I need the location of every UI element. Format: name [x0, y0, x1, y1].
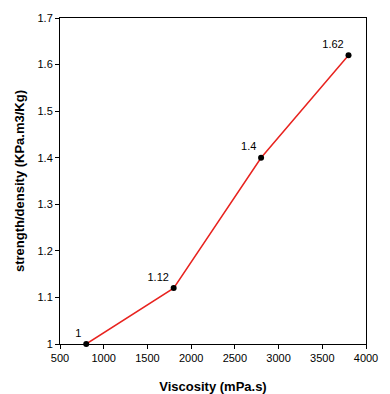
svg-text:1.2: 1.2	[38, 245, 53, 257]
svg-text:1.62: 1.62	[322, 38, 343, 50]
svg-text:3000: 3000	[266, 352, 290, 364]
svg-text:1500: 1500	[135, 352, 159, 364]
svg-text:500: 500	[51, 352, 69, 364]
svg-text:4000: 4000	[354, 352, 378, 364]
svg-text:2000: 2000	[179, 352, 203, 364]
svg-text:1.5: 1.5	[38, 105, 53, 117]
svg-text:Viscosity (mPa.s): Viscosity (mPa.s)	[159, 379, 266, 394]
svg-text:1.4: 1.4	[38, 152, 53, 164]
svg-text:3500: 3500	[310, 352, 334, 364]
svg-text:strength/density (KPa.m3/Kg): strength/density (KPa.m3/Kg)	[12, 90, 27, 272]
svg-text:1: 1	[47, 338, 53, 350]
svg-text:1.6: 1.6	[38, 58, 53, 70]
svg-text:1.1: 1.1	[38, 291, 53, 303]
svg-text:1: 1	[75, 327, 81, 339]
svg-text:1.3: 1.3	[38, 198, 53, 210]
svg-text:1.7: 1.7	[38, 12, 53, 24]
svg-text:2500: 2500	[223, 352, 247, 364]
svg-text:1.4: 1.4	[241, 140, 256, 152]
svg-text:1.12: 1.12	[147, 271, 168, 283]
svg-text:1000: 1000	[91, 352, 115, 364]
